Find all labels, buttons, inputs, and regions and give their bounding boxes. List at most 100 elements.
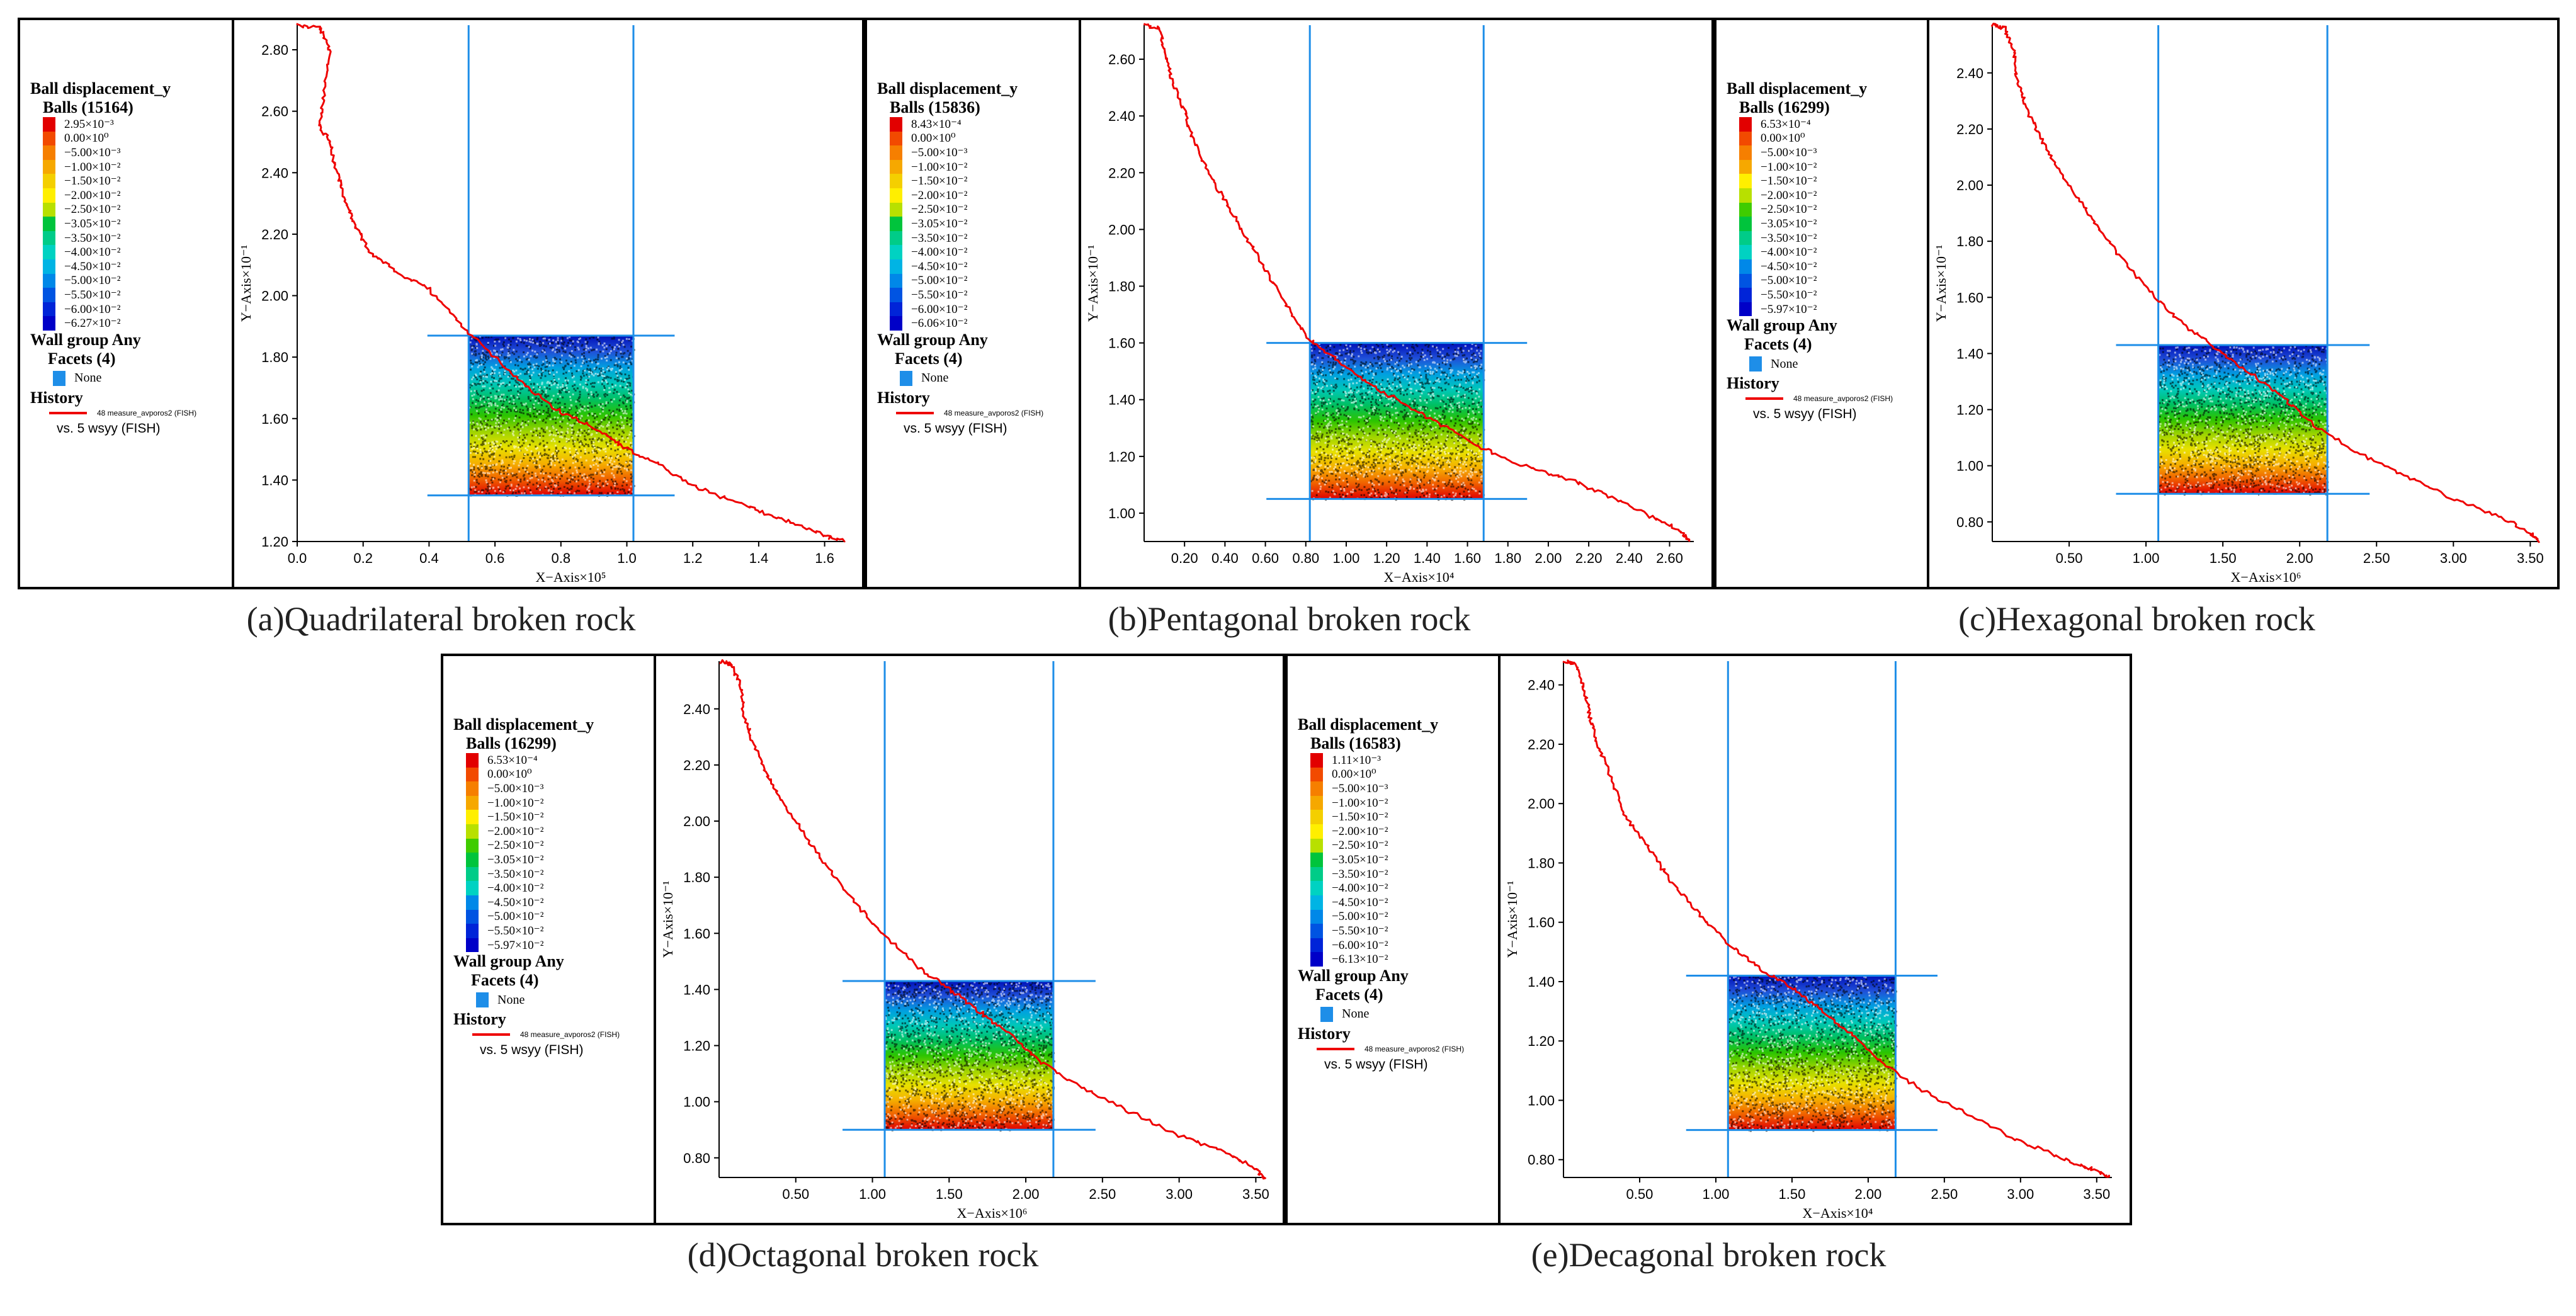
legend-level-label: −5.00×10⁻³ bbox=[911, 145, 968, 159]
history-line-icon bbox=[472, 1033, 510, 1036]
color-swatch bbox=[1739, 188, 1752, 203]
legend-level-row: −5.97×10⁻² bbox=[466, 938, 620, 953]
y-tick-label: 1.00 bbox=[1956, 458, 1983, 474]
legend-level-label: −6.00×10⁻² bbox=[1332, 938, 1388, 952]
y-tick-label: 1.80 bbox=[1956, 234, 1983, 249]
legend-level-label: −3.50×10⁻² bbox=[1761, 231, 1817, 245]
facet-value: None bbox=[1771, 356, 1798, 371]
x-tick-label: 0.50 bbox=[782, 1186, 809, 1202]
facet-value: None bbox=[497, 992, 525, 1007]
history-vs-label: vs. 5 wsyy (FISH) bbox=[1324, 1057, 1428, 1072]
legend-level-label: −5.50×10⁻² bbox=[64, 288, 121, 302]
legend-level-label: −5.50×10⁻² bbox=[487, 924, 544, 938]
facet-row: None bbox=[900, 370, 1043, 386]
history-label: History bbox=[453, 1010, 506, 1029]
color-swatch bbox=[43, 159, 55, 174]
y-tick-label: 0.80 bbox=[1956, 514, 1983, 530]
x-tick-label: 3.50 bbox=[2517, 550, 2544, 566]
y-tick-label: 2.40 bbox=[1956, 65, 1983, 81]
legend-level-row: −3.50×10⁻² bbox=[1310, 866, 1464, 882]
legend-level-label: −5.00×10⁻³ bbox=[1761, 145, 1817, 159]
color-swatch bbox=[43, 117, 55, 132]
legend-level-label: −3.05×10⁻² bbox=[1761, 217, 1817, 230]
legend-level-label: −4.00×10⁻² bbox=[487, 882, 544, 895]
plot-a: 0.0 0.2 0.4 0.6 0.8 1.0 1.2 1.4 1.6 1.20 1.40 1.60 1… bbox=[234, 20, 862, 587]
y-axis-label: Y−Axis×10⁻¹ bbox=[1504, 881, 1520, 958]
x-tick-label: 3.00 bbox=[2007, 1186, 2034, 1202]
x-tick-label: 0.20 bbox=[1171, 550, 1198, 566]
legend-level-label: 0.00×10⁰ bbox=[1761, 132, 1805, 145]
particle-speckle bbox=[2158, 345, 2330, 496]
history-label: History bbox=[877, 388, 930, 407]
color-swatch bbox=[466, 824, 479, 839]
facet-row: None bbox=[476, 992, 620, 1008]
legend-level-label: −5.50×10⁻² bbox=[1761, 288, 1817, 302]
y-tick-label: 2.00 bbox=[1956, 178, 1983, 193]
caption-e: (e)Decagonal broken rock bbox=[1531, 1236, 1887, 1274]
color-swatch bbox=[43, 217, 55, 231]
history-line-icon bbox=[1745, 397, 1783, 400]
color-swatch bbox=[466, 767, 479, 782]
legend-level-row: −5.00×10⁻² bbox=[466, 909, 620, 924]
legend-level-label: −2.00×10⁻² bbox=[1761, 188, 1817, 202]
y-axis-label: Y−Axis×10⁻¹ bbox=[1933, 245, 1949, 322]
legend-level-label: −3.50×10⁻² bbox=[1332, 867, 1388, 881]
color-swatch bbox=[43, 302, 55, 317]
color-swatch bbox=[890, 217, 902, 231]
color-swatch bbox=[1739, 159, 1752, 174]
x-tick-label: 3.00 bbox=[2440, 550, 2467, 566]
legend-level-row: −2.50×10⁻² bbox=[1310, 838, 1464, 853]
legend-balls: Balls (16299) bbox=[1739, 98, 1830, 116]
legend-level-label: −4.50×10⁻² bbox=[911, 259, 968, 273]
color-swatch bbox=[1739, 288, 1752, 302]
color-swatch bbox=[1739, 302, 1752, 317]
y-tick-label: 2.40 bbox=[261, 165, 288, 181]
x-tick-label: 1.50 bbox=[936, 1186, 963, 1202]
legend-level-row: −3.50×10⁻² bbox=[1739, 230, 1893, 246]
legend-c: Ball displacement_y Balls (16299) 6.53×10⁻… bbox=[1716, 20, 1929, 587]
facet-swatch bbox=[53, 370, 65, 386]
legend-level-row: −6.00×10⁻² bbox=[890, 302, 1043, 317]
chart-a: 0.0 0.2 0.4 0.6 0.8 1.0 1.2 1.4 1.6 1.20 1.40 1.60 1… bbox=[238, 23, 846, 585]
color-swatch bbox=[43, 131, 55, 146]
history-label: History bbox=[1298, 1024, 1351, 1043]
legend-level-label: −6.00×10⁻² bbox=[64, 302, 121, 316]
legend-level-label: −1.00×10⁻² bbox=[911, 160, 968, 174]
x-tick-label: 3.50 bbox=[1242, 1186, 1269, 1202]
color-swatch bbox=[1739, 145, 1752, 160]
x-tick-label: 1.50 bbox=[1779, 1186, 1806, 1202]
facet-swatch bbox=[476, 992, 489, 1008]
legend-level-row: −1.00×10⁻² bbox=[43, 159, 196, 174]
y-tick-label: 2.00 bbox=[1528, 796, 1555, 812]
y-tick-label: 1.00 bbox=[683, 1094, 710, 1110]
legend-level-label: −2.50×10⁻² bbox=[911, 203, 968, 217]
facet-value: None bbox=[1342, 1007, 1370, 1021]
legend-level-label: −1.50×10⁻² bbox=[911, 174, 968, 188]
legend-title: Ball displacement_y bbox=[1298, 715, 1439, 734]
color-swatch bbox=[1739, 245, 1752, 259]
color-swatch bbox=[890, 302, 902, 317]
particle-speckle bbox=[1310, 343, 1485, 501]
x-tick-label: 1.20 bbox=[1373, 550, 1400, 566]
facets-label: Facets (4) bbox=[1744, 335, 1812, 354]
legend-level-label: −3.50×10⁻² bbox=[487, 867, 544, 881]
color-swatch bbox=[890, 273, 902, 288]
legend-level-label: −1.00×10⁻² bbox=[487, 796, 544, 810]
x-tick-label: 1.60 bbox=[1454, 550, 1481, 566]
y-tick-label: 1.20 bbox=[1528, 1033, 1555, 1049]
x-tick-label: 0.50 bbox=[2056, 550, 2083, 566]
chart-b: 0.20 0.40 0.60 0.80 1.00 1.20 1.40 1.60 1.80 2.00… bbox=[1085, 23, 1694, 585]
y-tick-label: 1.20 bbox=[1108, 449, 1135, 465]
legend-level-label: −1.50×10⁻² bbox=[64, 174, 121, 188]
color-swatch bbox=[1310, 767, 1323, 782]
legend-level-row: −3.05×10⁻² bbox=[1310, 853, 1464, 867]
legend-level-row: −4.50×10⁻² bbox=[1739, 259, 1893, 274]
panel-d: Ball displacement_y Balls (16299) 6.53×10⁻… bbox=[441, 654, 1285, 1225]
x-axis-label: X−Axis×10⁶ bbox=[2231, 569, 2301, 585]
y-tick-label: 1.20 bbox=[683, 1038, 710, 1054]
x-tick-label: 0.6 bbox=[485, 550, 505, 566]
history-series-line bbox=[296, 23, 846, 543]
y-tick-label: 1.40 bbox=[683, 982, 710, 997]
legend-level-label: −5.00×10⁻³ bbox=[1332, 781, 1388, 795]
legend-level-row: −5.00×10⁻³ bbox=[43, 145, 196, 160]
